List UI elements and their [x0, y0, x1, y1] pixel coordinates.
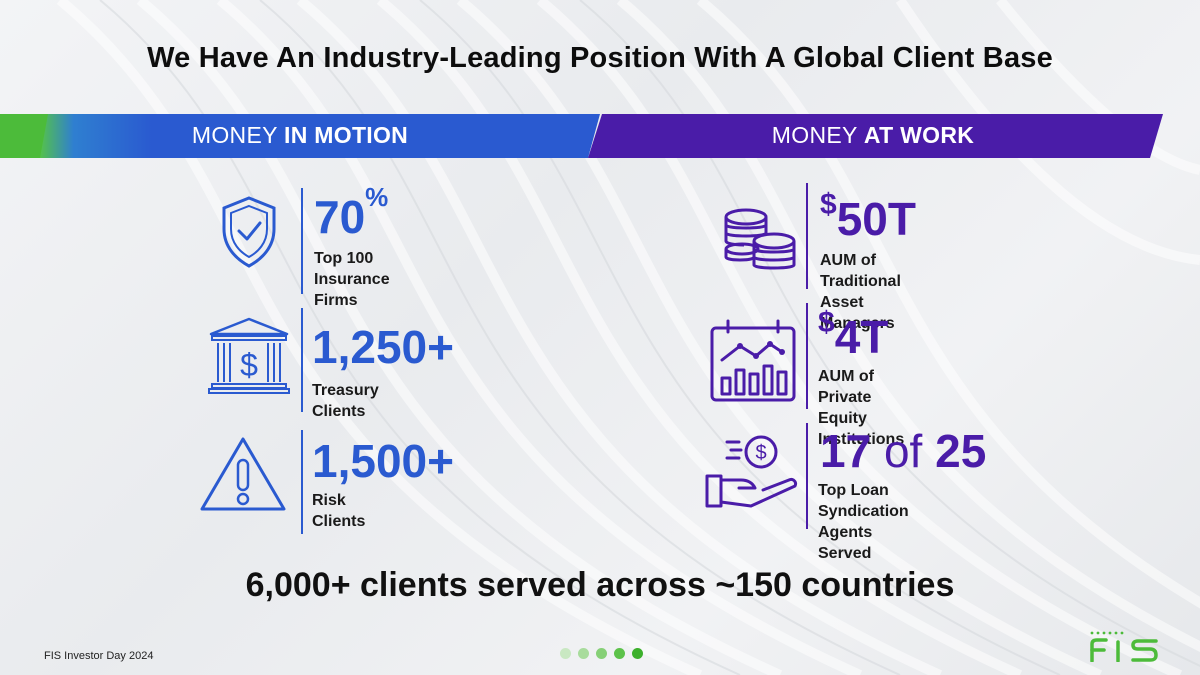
stat-value: $50T: [820, 188, 916, 245]
stat-value: $4T: [818, 306, 889, 363]
banner-money-at-work: MONEY AT WORK: [588, 112, 1163, 158]
divider: [301, 308, 303, 412]
divider: [301, 430, 303, 534]
stat-value: 70%: [314, 182, 389, 243]
divider: [301, 188, 303, 294]
stat-label: Risk Clients: [312, 492, 366, 530]
stat-value: 1,250+: [312, 321, 454, 373]
progress-dot: [614, 648, 625, 659]
progress-dot: [596, 648, 607, 659]
stat-label: Treasury Clients: [312, 382, 379, 420]
progress-dot: [578, 648, 589, 659]
progress-dot: [560, 648, 571, 659]
progress-dots: [560, 648, 643, 659]
svg-text:$: $: [240, 347, 258, 383]
banner-money-in-motion: MONEY IN MOTION: [0, 112, 600, 158]
page-title: We Have An Industry-Leading Position Wit…: [147, 42, 1053, 74]
divider: [806, 183, 808, 289]
divider: [806, 423, 808, 529]
bank-dollar-icon: $: [206, 316, 292, 401]
stat-label: Top Loan Syndication Agents Served: [818, 482, 909, 562]
summary-headline: 6,000+ clients served across ~150 countr…: [245, 566, 955, 604]
growth-chart-icon: [708, 318, 798, 409]
stat-label: AUM of Private Equity Institutions: [818, 368, 905, 448]
banner-left-shape: [0, 114, 600, 158]
svg-text:$: $: [755, 442, 766, 464]
stat-value: 1,500+: [312, 435, 454, 487]
warning-triangle-icon: [198, 434, 288, 519]
hand-dollar-icon: $: [705, 432, 801, 517]
banner-right-shape: [588, 114, 1163, 158]
fis-logo: [1088, 630, 1162, 663]
stat-value: 17 of 25: [820, 425, 987, 477]
progress-dot: [632, 648, 643, 659]
stat-label: Top 100 Insurance Firms: [314, 250, 390, 309]
divider: [806, 303, 808, 409]
footer-text: FIS Investor Day 2024: [44, 650, 154, 662]
stat-label: AUM of Traditional Asset Managers: [820, 252, 901, 332]
shield-check-icon: [220, 195, 278, 274]
coin-stacks-icon: [718, 205, 800, 280]
